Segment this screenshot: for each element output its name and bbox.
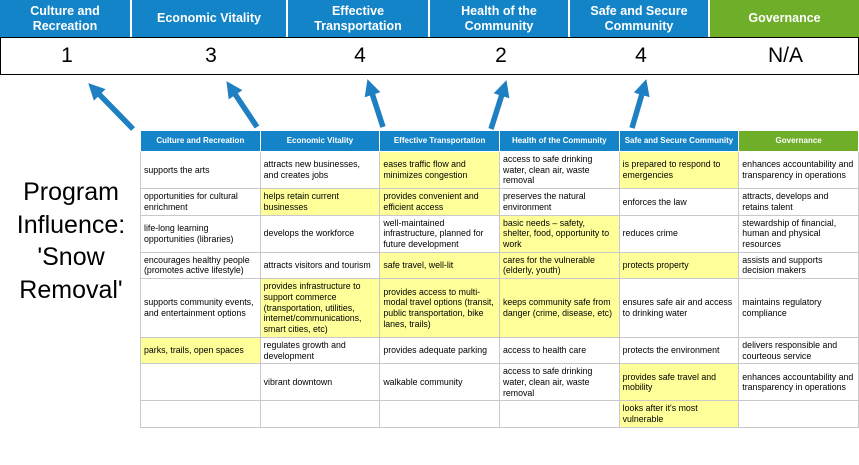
table-cell: attracts, develops and retains talent bbox=[738, 188, 859, 216]
table-cell: develops the workforce bbox=[259, 214, 381, 253]
table-cell: parks, trails, open spaces bbox=[140, 336, 261, 365]
table-cell bbox=[140, 363, 261, 402]
table-cell: cares for the vulnerable (elderly, youth… bbox=[498, 251, 620, 280]
table-cell: provides convenient and efficient access bbox=[379, 188, 500, 216]
table-cell: access to health care bbox=[498, 336, 620, 365]
table-cell: maintains regulatory compliance bbox=[738, 278, 859, 338]
table-row-8: looks after it's most vulnerable bbox=[140, 400, 859, 428]
table-cell: safe travel, well-lit bbox=[379, 251, 500, 280]
pillar-score-1: 1 bbox=[61, 44, 73, 67]
table-row-5: supports community events, and entertain… bbox=[140, 278, 859, 338]
table-cell: provides adequate parking bbox=[379, 336, 500, 365]
table-cell: supports the arts bbox=[140, 150, 261, 190]
pillar-header-1: Culture and Recreation bbox=[0, 0, 132, 37]
table-cell: access to safe drinking water, clean air… bbox=[498, 363, 620, 402]
table-cell: protects the environment bbox=[618, 336, 740, 365]
table-cell: reduces crime bbox=[618, 214, 740, 253]
table-cell: is prepared to respond to emergencies bbox=[618, 150, 740, 190]
table-cell: vibrant downtown bbox=[259, 363, 381, 402]
pillar-score-2: 3 bbox=[205, 44, 217, 67]
table-cell: encourages healthy people (promotes acti… bbox=[140, 251, 261, 280]
table-cell: supports community events, and entertain… bbox=[140, 278, 261, 338]
table-cell: stewardship of financial, human and phys… bbox=[738, 214, 859, 253]
pillar-score-6: N/A bbox=[767, 44, 803, 67]
table-cell: enhances accountability and transparency… bbox=[738, 150, 859, 190]
table-cell: walkable community bbox=[379, 363, 500, 402]
pillar-header-6: Governance bbox=[710, 0, 859, 37]
score-row: 1 3 4 2 4 N/A bbox=[0, 37, 859, 75]
pillar-header-5: Safe and Secure Community bbox=[570, 0, 710, 37]
table-cell: opportunities for cultural enrichment bbox=[140, 188, 261, 216]
up-arrow-1 bbox=[88, 83, 135, 131]
table-cell: provides infrastructure to support comme… bbox=[259, 278, 381, 338]
table-cell bbox=[379, 400, 500, 428]
table-cell bbox=[140, 400, 261, 428]
table-row-7: vibrant downtown walkable community access… bbox=[140, 363, 859, 402]
arrows-layer bbox=[88, 79, 650, 131]
table-cell: eases traffic flow and minimizes congest… bbox=[379, 150, 500, 190]
up-arrow-4 bbox=[488, 80, 510, 130]
table-cell: access to safe drinking water, clean air… bbox=[498, 150, 620, 190]
table-cell: protects property bbox=[618, 251, 740, 280]
table-header-row: Culture and Recreation Economic Vitality E… bbox=[140, 130, 859, 152]
table-header-6: Governance bbox=[738, 130, 859, 152]
pillar-score-4: 2 bbox=[495, 44, 507, 67]
table-header-1: Culture and Recreation bbox=[140, 130, 261, 152]
pillar-score-5: 4 bbox=[635, 44, 647, 67]
influence-table: Culture and Recreation Economic Vitality E… bbox=[140, 130, 859, 428]
table-row-1: supports the arts attracts new businesses… bbox=[140, 150, 859, 190]
table-cell: keeps community safe from danger (crime,… bbox=[498, 278, 620, 338]
table-row-4: encourages healthy people (promotes acti… bbox=[140, 251, 859, 280]
pillar-header-4: Health of the Community bbox=[430, 0, 570, 37]
table-cell bbox=[259, 400, 381, 428]
table-cell: ensures safe air and access to drinking … bbox=[618, 278, 740, 338]
table-cell: basic needs – safety, shelter, food, opp… bbox=[498, 214, 620, 253]
table-cell: attracts visitors and tourism bbox=[259, 251, 381, 280]
table-cell: enhances accountability and transparency… bbox=[738, 363, 859, 402]
table-cell bbox=[738, 400, 859, 428]
table-cell: attracts new businesses, and creates job… bbox=[259, 150, 381, 190]
pillar-header-row: Culture and Recreation Economic Vitality E… bbox=[0, 0, 859, 37]
table-row-3: life-long learning opportunities (librar… bbox=[140, 214, 859, 253]
table-cell: looks after it's most vulnerable bbox=[618, 400, 740, 428]
pillar-header-3: Effective Transportation bbox=[288, 0, 430, 37]
up-arrow-5 bbox=[629, 79, 650, 129]
table-header-5: Safe and Secure Community bbox=[618, 130, 740, 152]
table-cell: helps retain current businesses bbox=[259, 188, 381, 216]
table-cell: well-maintained infrastructure, planned … bbox=[379, 214, 500, 253]
table-row-6: parks, trails, open spaces regulates grow… bbox=[140, 336, 859, 365]
table-cell: assists and supports decision makers bbox=[738, 251, 859, 280]
table-header-3: Effective Transportation bbox=[379, 130, 500, 152]
program-influence-label: Program Influence: 'Snow Removal' bbox=[16, 178, 126, 304]
table-cell: regulates growth and development bbox=[259, 336, 381, 365]
table-row-2: opportunities for cultural enrichment hel… bbox=[140, 188, 859, 216]
table-cell bbox=[498, 400, 620, 428]
pillar-header-2: Economic Vitality bbox=[132, 0, 288, 37]
table-header-4: Health of the Community bbox=[498, 130, 620, 152]
table-cell: provides access to multi-modal travel op… bbox=[379, 278, 500, 338]
table-header-2: Economic Vitality bbox=[259, 130, 381, 152]
table-cell: enforces the law bbox=[618, 188, 740, 216]
up-arrow-2 bbox=[226, 81, 260, 129]
table-cell: life-long learning opportunities (librar… bbox=[140, 214, 261, 253]
table-cell: provides safe travel and mobility bbox=[618, 363, 740, 402]
table-cell: preserves the natural environment bbox=[498, 188, 620, 216]
table-body: supports the arts attracts new businesses… bbox=[140, 150, 859, 428]
table-cell: delivers responsible and courteous servi… bbox=[738, 336, 859, 365]
up-arrow-3 bbox=[364, 79, 386, 128]
pillar-score-3: 4 bbox=[354, 44, 366, 67]
